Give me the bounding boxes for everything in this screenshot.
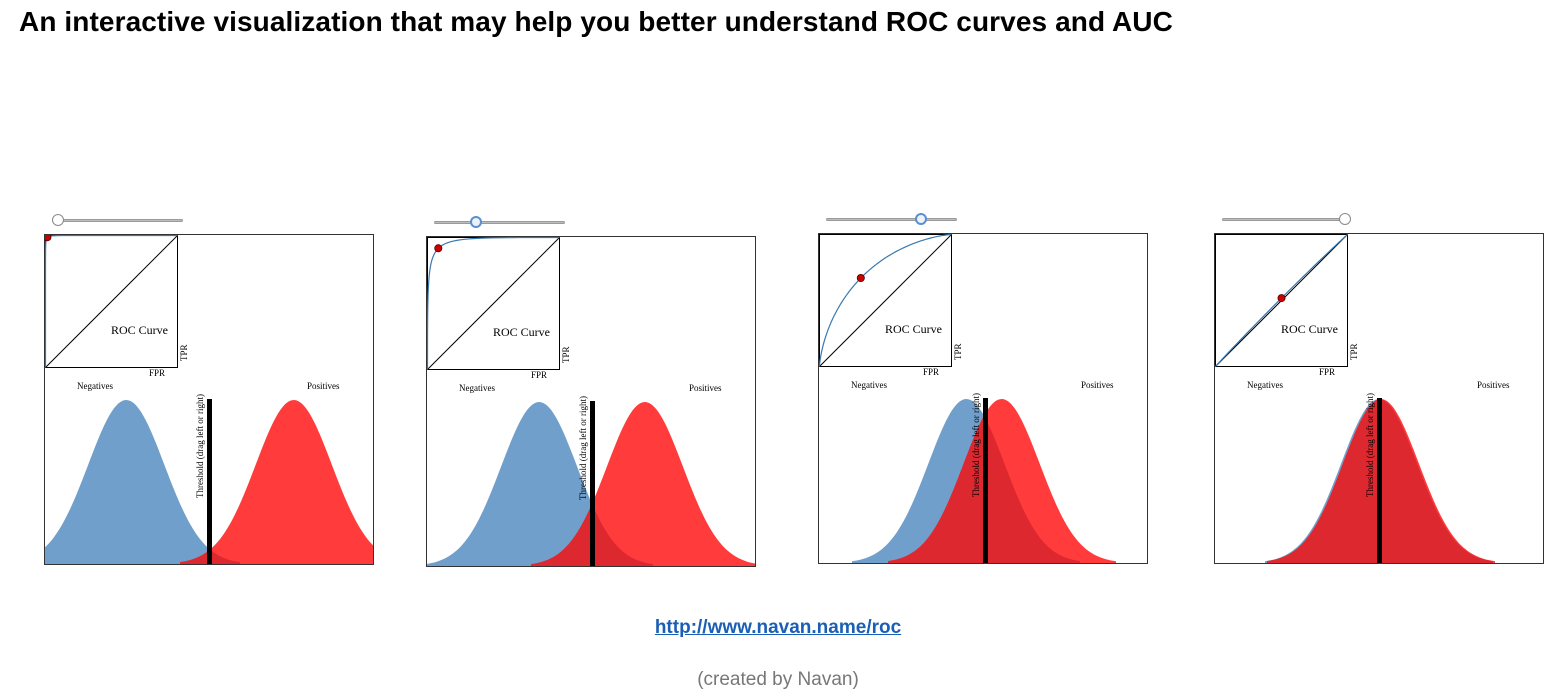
roc-frame bbox=[819, 234, 952, 367]
slider-track[interactable] bbox=[1222, 218, 1351, 221]
chance-diagonal bbox=[819, 234, 952, 367]
threshold-bar[interactable] bbox=[207, 399, 212, 565]
tpr-axis-label: TPR bbox=[561, 346, 571, 363]
tpr-axis-label: TPR bbox=[1349, 343, 1359, 360]
panel-graphics bbox=[819, 234, 1116, 564]
fpr-axis-label: FPR bbox=[149, 368, 166, 378]
operating-point bbox=[434, 244, 443, 253]
separation-slider[interactable] bbox=[434, 215, 565, 231]
threshold-bar[interactable] bbox=[590, 401, 595, 567]
negatives-label: Negatives bbox=[459, 383, 495, 393]
slider-handle[interactable] bbox=[52, 214, 64, 226]
tpr-axis-label: TPR bbox=[179, 344, 189, 361]
credit-text: (created by Navan) bbox=[697, 669, 859, 690]
fpr-axis-label: FPR bbox=[1319, 367, 1336, 377]
roc-panel: ROC Curve TPR FPR Negatives Positives Thresho… bbox=[1214, 233, 1544, 564]
roc-frame bbox=[1215, 234, 1348, 367]
roc-link[interactable]: http://www.navan.name/roc bbox=[654, 617, 902, 638]
chance-diagonal bbox=[45, 235, 178, 368]
slider-handle[interactable] bbox=[915, 213, 928, 225]
roc-curve-label: ROC Curve bbox=[493, 325, 550, 339]
separation-slider[interactable] bbox=[1222, 212, 1351, 228]
panel-graphics bbox=[45, 235, 373, 565]
fpr-axis-label: FPR bbox=[531, 370, 548, 380]
threshold-label: Threshold (drag left or right) bbox=[971, 393, 981, 497]
roc-curve-label: ROC Curve bbox=[885, 322, 942, 336]
operating-point bbox=[856, 274, 865, 283]
page-title: An interactive visualization that may he… bbox=[19, 6, 1173, 37]
roc-panel: ROC Curve TPR FPR Negatives Positives Thresho… bbox=[426, 236, 756, 567]
slider-handle[interactable] bbox=[469, 216, 482, 228]
roc-link-container: http://www.navan.name/roc bbox=[0, 617, 1556, 639]
tpr-axis-label: TPR bbox=[953, 343, 963, 360]
separation-slider[interactable] bbox=[52, 213, 183, 229]
threshold-label: Threshold (drag left or right) bbox=[195, 394, 205, 498]
threshold-label: Threshold (drag left or right) bbox=[578, 396, 588, 500]
positives-distribution bbox=[180, 400, 373, 564]
negatives-label: Negatives bbox=[1247, 380, 1283, 390]
operating-point bbox=[45, 235, 52, 242]
slider-track[interactable] bbox=[826, 218, 957, 221]
slider-handle[interactable] bbox=[1339, 213, 1351, 225]
positives-label: Positives bbox=[689, 383, 722, 393]
positives-label: Positives bbox=[1081, 380, 1114, 390]
negatives-distribution bbox=[45, 400, 240, 564]
roc-panel: ROC Curve TPR FPR Negatives Positives Thresho… bbox=[44, 234, 374, 565]
roc-curve-label: ROC Curve bbox=[111, 323, 168, 337]
slider-track[interactable] bbox=[434, 221, 565, 224]
operating-point bbox=[1277, 294, 1286, 303]
slider-track[interactable] bbox=[52, 219, 183, 222]
positives-label: Positives bbox=[307, 381, 340, 391]
chance-diagonal bbox=[427, 237, 560, 370]
panel-graphics bbox=[1215, 234, 1495, 564]
panel-graphics bbox=[427, 237, 755, 567]
fpr-axis-label: FPR bbox=[923, 367, 940, 377]
positives-label: Positives bbox=[1477, 380, 1510, 390]
negatives-label: Negatives bbox=[77, 381, 113, 391]
negatives-label: Negatives bbox=[851, 380, 887, 390]
separation-slider[interactable] bbox=[826, 212, 957, 228]
roc-curve-label: ROC Curve bbox=[1281, 322, 1338, 336]
threshold-label: Threshold (drag left or right) bbox=[1365, 393, 1375, 497]
threshold-bar[interactable] bbox=[983, 398, 988, 564]
threshold-bar[interactable] bbox=[1377, 398, 1382, 564]
roc-panel: ROC Curve TPR FPR Negatives Positives Thresho… bbox=[818, 233, 1148, 564]
